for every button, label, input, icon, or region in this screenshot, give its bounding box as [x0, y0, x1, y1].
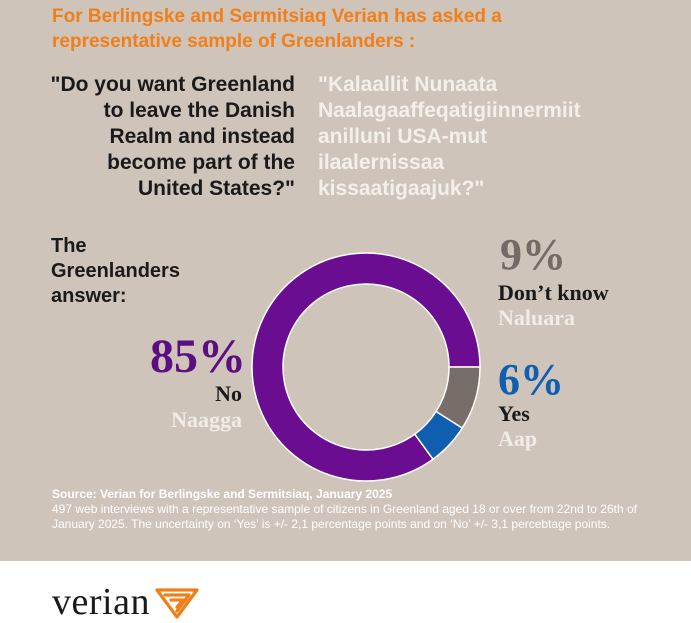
no-label-english: No — [215, 381, 242, 406]
donut-chart — [251, 252, 481, 482]
answer-label-line: answer: — [51, 285, 127, 307]
question-kl-line: ilaalernissaa — [318, 151, 445, 174]
source-title: Source: Verian for Berlingske and Sermit… — [52, 487, 393, 501]
no-percent-label: 85% — [150, 330, 246, 383]
no-label-greenlandic: Naagga — [171, 407, 242, 432]
source-note: Source: Verian for Berlingske and Sermit… — [52, 487, 682, 532]
answer-label-line: Greenlanders — [51, 260, 180, 282]
yes-percent-label: 6% — [498, 355, 564, 404]
answer-label-line: The — [51, 235, 87, 257]
question-greenlandic: "Kalaallit Nunaata Naalagaaffeqatigiinne… — [318, 72, 648, 202]
yes-label-greenlandic: Aap — [498, 426, 538, 451]
question-en-line: "Do you want Greenland — [50, 73, 295, 96]
dont-know-percent-label: 9% — [500, 230, 566, 279]
question-en-line: to leave the Danish — [103, 99, 295, 122]
question-english: "Do you want Greenland to leave the Dani… — [5, 72, 295, 202]
header-title: For Berlingske and Sermitsiaq Verian has… — [52, 4, 672, 54]
verian-logo: verian — [52, 583, 200, 621]
question-kl-line: kissaatigaajuk?" — [318, 177, 485, 200]
donut-slice-no — [251, 252, 481, 482]
donut-slice-yes — [413, 410, 464, 461]
header-line-1: For Berlingske and Sermitsiaq Verian has… — [52, 6, 502, 27]
dont-know-label-greenlandic: Naluara — [498, 305, 575, 330]
logo-wordmark: verian — [52, 581, 150, 623]
answer-label: The Greenlanders answer: — [51, 234, 211, 309]
question-en-line: United States?" — [138, 177, 295, 200]
source-body: 497 web interviews with a representative… — [52, 502, 637, 531]
question-kl-line: "Kalaallit Nunaata — [318, 73, 498, 96]
question-kl-line: anilluni USA-mut — [318, 125, 488, 148]
question-en-line: become part of the — [107, 151, 295, 174]
header-line-2: representative sample of Greenlanders : — [52, 31, 416, 52]
dont-know-label-english: Don’t know — [498, 280, 609, 305]
yes-label-english: Yes — [498, 401, 530, 426]
question-en-line: Realm and instead — [109, 125, 295, 148]
question-kl-line: Naalagaaffeqatigiinnermiit — [318, 99, 581, 122]
logo-mark-icon — [155, 588, 199, 619]
